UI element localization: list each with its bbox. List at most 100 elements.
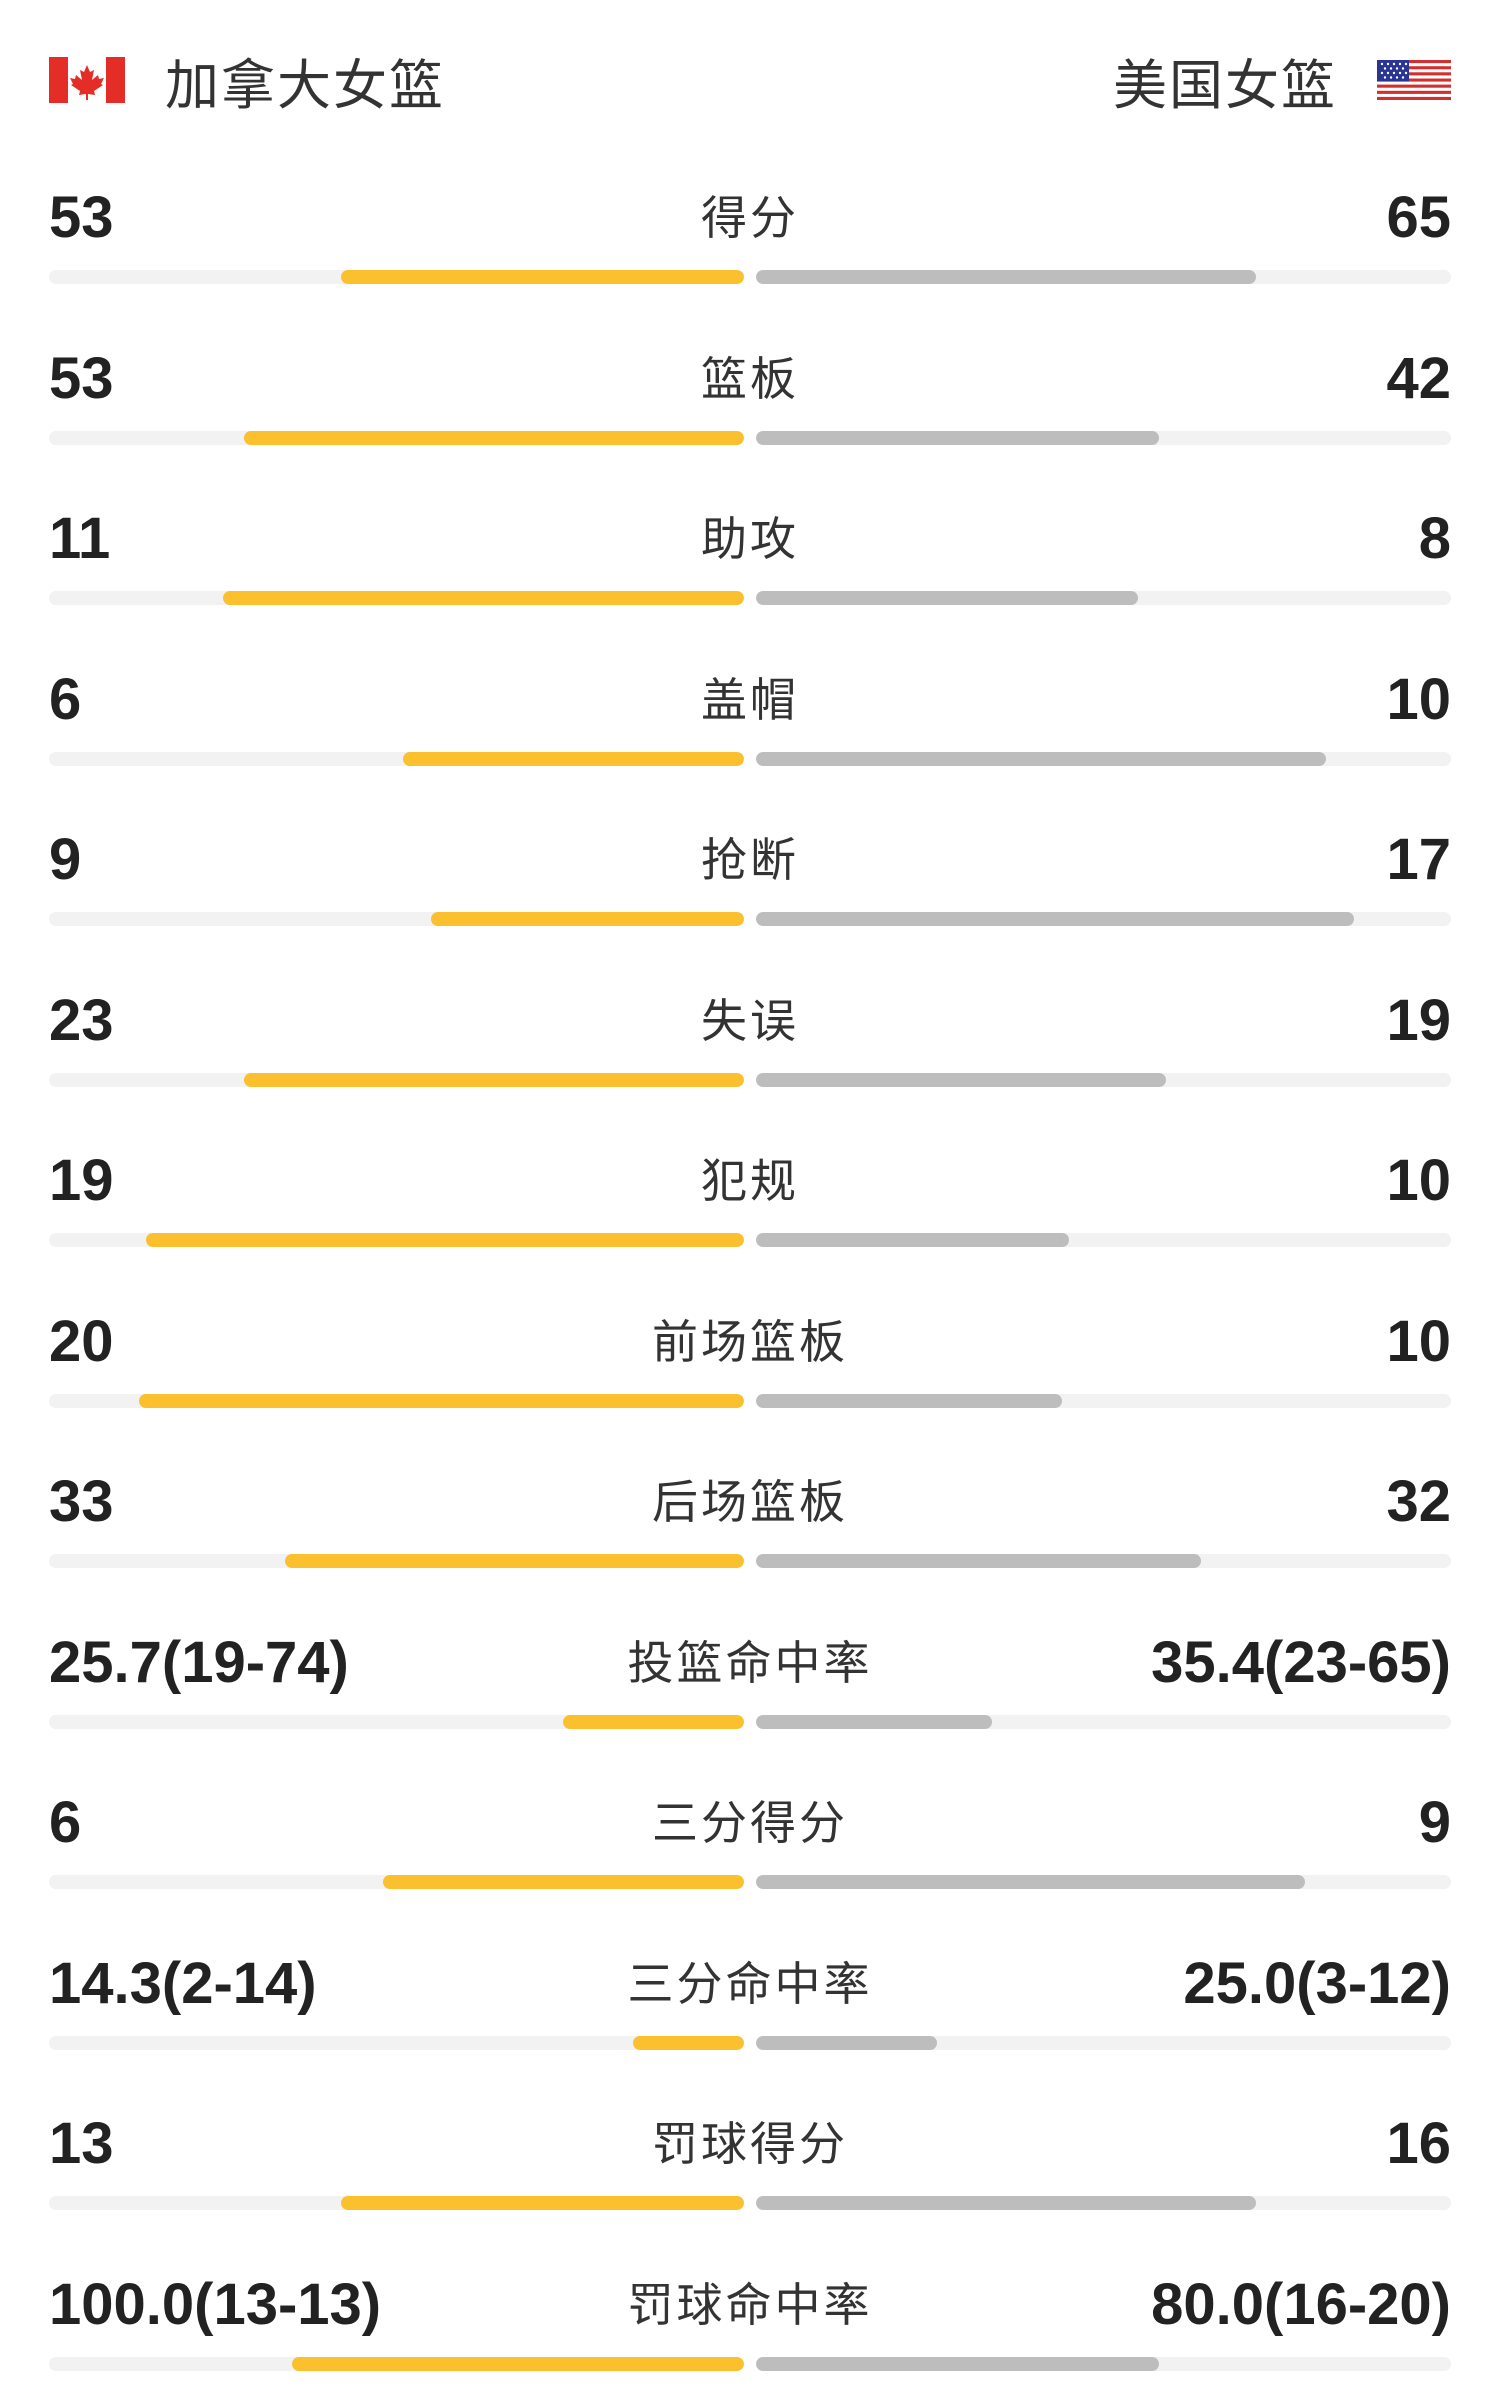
- home-bar-track: [49, 1233, 744, 1247]
- home-value: 6: [49, 1790, 82, 1855]
- home-value: 13: [49, 2111, 114, 2176]
- away-bar-track: [756, 912, 1451, 926]
- away-bar-fill: [756, 270, 1257, 284]
- stat-row-13: 100.0(13-13) 罚球命中率 80.0(16-20): [49, 2247, 1451, 2400]
- away-value: 25.0(3-12): [1183, 1950, 1451, 2016]
- home-value: 19: [49, 1148, 114, 1213]
- stat-row-0: 53 得分 65: [49, 160, 1451, 321]
- away-bar-track: [756, 1393, 1451, 1408]
- home-bar-track: [49, 430, 744, 445]
- home-bar-fill: [340, 2196, 744, 2210]
- away-bar-track: [756, 270, 1451, 284]
- stat-row-10: 6 三分得分 9: [49, 1765, 1451, 1926]
- stat-label: 前场篮板: [652, 1314, 848, 1369]
- home-value: 20: [49, 1308, 114, 1374]
- away-value: 65: [1386, 185, 1451, 250]
- stat-label: 犯规: [701, 1154, 799, 1208]
- away-bar-fill: [756, 2035, 937, 2050]
- away-value: 10: [1386, 1308, 1451, 1374]
- away-bar-track: [756, 1875, 1451, 1889]
- away-value: 42: [1386, 345, 1451, 411]
- away-bar-track: [756, 591, 1451, 605]
- away-bar-fill: [756, 1072, 1167, 1087]
- home-value: 6: [49, 666, 82, 732]
- home-bar-fill: [563, 1714, 744, 1729]
- away-bar-track: [756, 1072, 1451, 1087]
- home-value: 25.7(19-74): [49, 1629, 349, 1695]
- home-bar-track: [49, 751, 744, 766]
- home-bar-fill: [285, 1554, 744, 1568]
- away-bar-track: [756, 1233, 1451, 1247]
- away-bar-fill: [756, 2356, 1160, 2371]
- away-bar-track: [756, 430, 1451, 445]
- stat-label: 投篮命中率: [627, 1635, 873, 1690]
- home-bar-track: [49, 591, 744, 605]
- stat-row-1: 53 篮板 42: [49, 321, 1451, 482]
- away-bar-fill: [756, 591, 1139, 605]
- home-bar-track: [49, 1875, 744, 1889]
- stat-label: 后场篮板: [652, 1475, 848, 1529]
- home-bar-track: [49, 2035, 744, 2050]
- away-team-name: 美国女篮: [1113, 53, 1337, 117]
- stat-row-5: 23 失误 19: [49, 963, 1451, 1124]
- home-bar-track: [49, 912, 744, 926]
- away-bar-fill: [756, 1875, 1306, 1889]
- stat-label: 罚球得分: [652, 2117, 848, 2171]
- stat-label: 罚球命中率: [627, 2277, 873, 2332]
- match-header: 加拿大女篮 美国女篮: [49, 0, 1451, 160]
- stat-row-3: 6 盖帽 10: [49, 642, 1451, 803]
- stat-row-8: 33 后场篮板 32: [49, 1444, 1451, 1605]
- away-bar-fill: [756, 1393, 1062, 1408]
- home-bar-fill: [431, 912, 744, 926]
- stat-label: 三分命中率: [627, 1956, 873, 2011]
- home-bar-fill: [243, 430, 744, 445]
- away-value: 35.4(23-65): [1151, 1629, 1451, 1695]
- usa-flag-icon: [1377, 60, 1451, 100]
- away-value: 19: [1386, 987, 1451, 1053]
- away-bar-fill: [756, 1714, 993, 1729]
- stat-row-11: 14.3(2-14) 三分命中率 25.0(3-12): [49, 1926, 1451, 2087]
- stat-row-6: 19 犯规 10: [49, 1123, 1451, 1284]
- home-bar-track: [49, 2196, 744, 2210]
- home-bar-fill: [632, 2035, 744, 2050]
- away-bar-track: [756, 2035, 1451, 2050]
- away-bar-fill: [756, 751, 1326, 766]
- home-value: 14.3(2-14): [49, 1950, 317, 2016]
- away-value: 17: [1386, 827, 1451, 892]
- away-bar-fill: [756, 912, 1354, 926]
- home-value: 11: [49, 506, 111, 571]
- canada-flag-icon: [49, 57, 125, 103]
- home-bar-track: [49, 1554, 744, 1568]
- home-value: 53: [49, 345, 114, 411]
- home-team: 加拿大女篮: [49, 44, 445, 117]
- stat-row-4: 9 抢断 17: [49, 802, 1451, 963]
- away-bar-track: [756, 2356, 1451, 2371]
- stat-row-2: 11 助攻 8: [49, 481, 1451, 642]
- home-bar-fill: [340, 270, 744, 284]
- stat-row-12: 13 罚球得分 16: [49, 2086, 1451, 2247]
- away-value: 10: [1386, 1148, 1451, 1213]
- home-bar-fill: [403, 751, 744, 766]
- stat-row-7: 20 前场篮板 10: [49, 1284, 1451, 1445]
- home-bar-fill: [222, 591, 744, 605]
- home-value: 9: [49, 827, 82, 892]
- stat-label: 篮板: [701, 351, 799, 406]
- stat-label: 得分: [701, 191, 799, 245]
- stat-label: 盖帽: [701, 672, 799, 727]
- away-bar-track: [756, 2196, 1451, 2210]
- home-bar-fill: [292, 2356, 744, 2371]
- stat-label: 失误: [701, 993, 799, 1048]
- home-bar-fill: [243, 1072, 744, 1087]
- away-bar-fill: [756, 1233, 1069, 1247]
- stat-label: 三分得分: [652, 1796, 848, 1850]
- stat-label: 助攻: [701, 512, 799, 566]
- home-bar-track: [49, 2356, 744, 2371]
- away-bar-track: [756, 1554, 1451, 1568]
- home-value: 53: [49, 185, 114, 250]
- away-bar-fill: [756, 1554, 1201, 1568]
- stat-row-9: 25.7(19-74) 投篮命中率 35.4(23-65): [49, 1605, 1451, 1766]
- home-team-name: 加拿大女篮: [165, 53, 445, 117]
- home-bar-track: [49, 1393, 744, 1408]
- stats-list: 53 得分 65 53 篮板 42 11 助攻 8 6 盖帽 10: [49, 160, 1451, 2400]
